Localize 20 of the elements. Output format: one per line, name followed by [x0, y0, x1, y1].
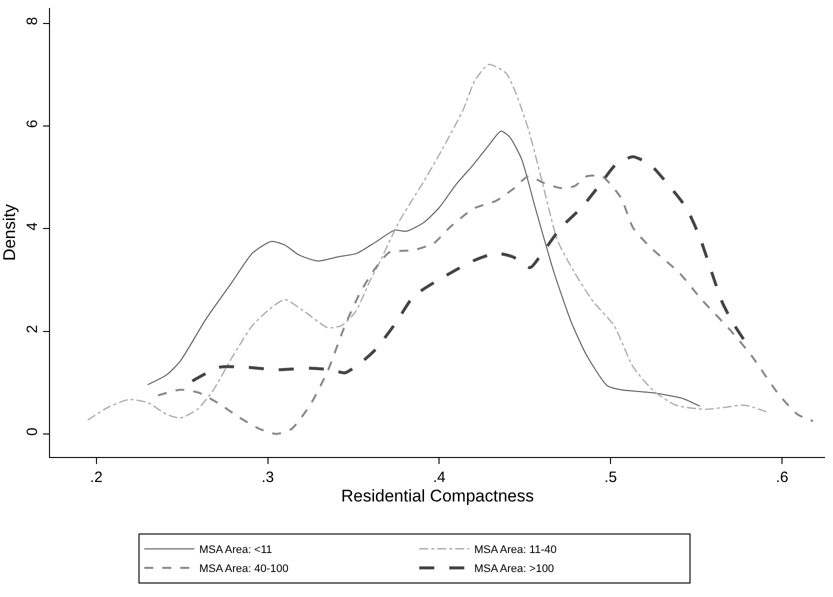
- legend-label: MSA Area: 40-100: [199, 563, 289, 576]
- y-tick-label: 4: [24, 222, 41, 231]
- x-tick-label: .2: [90, 469, 103, 486]
- legend-label: MSA Area: <11: [199, 544, 272, 556]
- line-series: [190, 155, 746, 383]
- y-tick-label: 6: [24, 120, 41, 128]
- legend-label: MSA Area: >100: [474, 563, 554, 576]
- y-axis-title: Density: [0, 204, 19, 261]
- x-tick-label: .6: [776, 469, 788, 486]
- x-axis-title: Residential Compactness: [341, 486, 534, 506]
- x-tick-label: .3: [261, 469, 274, 486]
- line-series: [87, 64, 770, 421]
- x-tick-label: .5: [604, 469, 617, 486]
- line-series: [157, 174, 814, 435]
- x-tick-label: .4: [432, 469, 446, 486]
- y-tick-label: 2: [24, 324, 41, 334]
- legend-label: MSA Area: 11-40: [474, 544, 557, 556]
- line-series: [147, 130, 700, 407]
- y-tick-label: 8: [24, 16, 41, 26]
- y-tick-label: 0: [24, 427, 41, 436]
